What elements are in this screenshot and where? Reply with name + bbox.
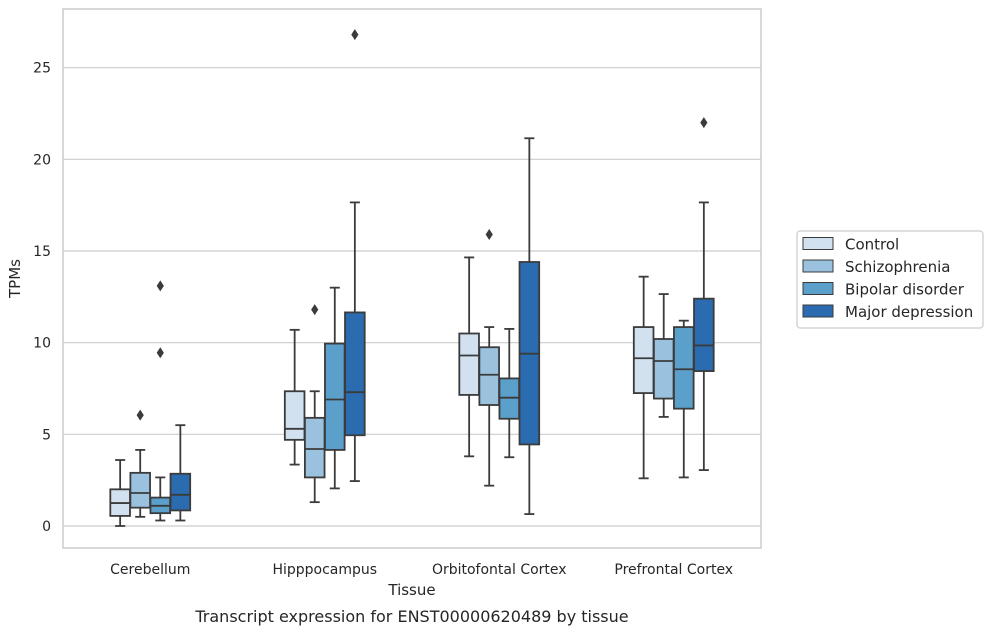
box-iqr [458,332,480,396]
box-bipolar-disorder [498,328,521,459]
legend-label: Bipolar disorder [845,281,965,299]
legend-swatch [802,304,834,318]
legend-swatch [802,237,834,250]
box-iqr [324,342,346,451]
box-major-depression [169,424,192,522]
box-iqr [303,416,326,479]
legend-frame [796,230,984,329]
legend-label: Control [845,236,899,254]
y-tick-label: 10 [33,336,51,352]
box-iqr [632,326,655,394]
outlier-point [136,409,144,421]
box-iqr [129,471,151,509]
box-iqr [283,390,306,441]
y-tick-label: 20 [33,152,51,168]
x-axis-label: Tissue [387,581,435,599]
box-iqr [344,311,366,437]
box-control [283,328,306,466]
chart-caption: Transcript expression for ENST0000062048… [194,607,628,626]
box-iqr [169,472,192,512]
box-iqr [693,297,715,372]
x-tick-label: Cerebellum [110,562,190,578]
y-axis-ticks: 0 5 10 15 20 25 [33,61,51,535]
box-schizophrenia [129,409,151,518]
legend-label: Major depression [845,303,973,321]
box-major-depression [518,137,541,515]
plot-area-frame [62,8,762,549]
x-tick-label: Hipppocampus [272,562,377,578]
y-tick-label: 0 [42,519,51,535]
box-bipolar-disorder [673,319,695,479]
x-tick-label: Orbitofontal Cortex [432,562,567,578]
y-tick-label: 5 [42,427,51,443]
x-axis-ticks: Cerebellum Hipppocampus Orbitofontal Corte… [110,562,733,578]
legend: Control Schizophrenia Bipolar disorder Majo… [796,230,984,329]
box-schizophrenia [478,229,500,487]
outlier-point [700,117,708,129]
box-control [632,275,655,480]
box-iqr [673,326,695,410]
outlier-point [156,347,164,359]
box-major-depression [344,29,366,482]
legend-swatch [802,259,834,273]
outlier-point [311,304,319,316]
box-control [458,256,480,458]
y-tick-label: 25 [33,61,51,77]
legend-label: Schizophrenia [845,258,950,276]
box-iqr [652,338,675,400]
outlier-point [351,29,359,41]
y-axis-label: TPMs [6,259,24,299]
legend-swatch [802,282,834,295]
box-major-depression [693,117,715,471]
box-iqr [498,377,521,420]
box-iqr [478,346,500,406]
grid-lines [63,67,761,527]
outlier-point [156,280,164,292]
x-tick-label: Prefrontal Cortex [614,562,733,578]
box-schizophrenia [652,293,675,418]
box-control [109,459,131,527]
y-tick-label: 15 [33,244,51,260]
outlier-point [485,229,493,240]
box-series [109,29,715,527]
